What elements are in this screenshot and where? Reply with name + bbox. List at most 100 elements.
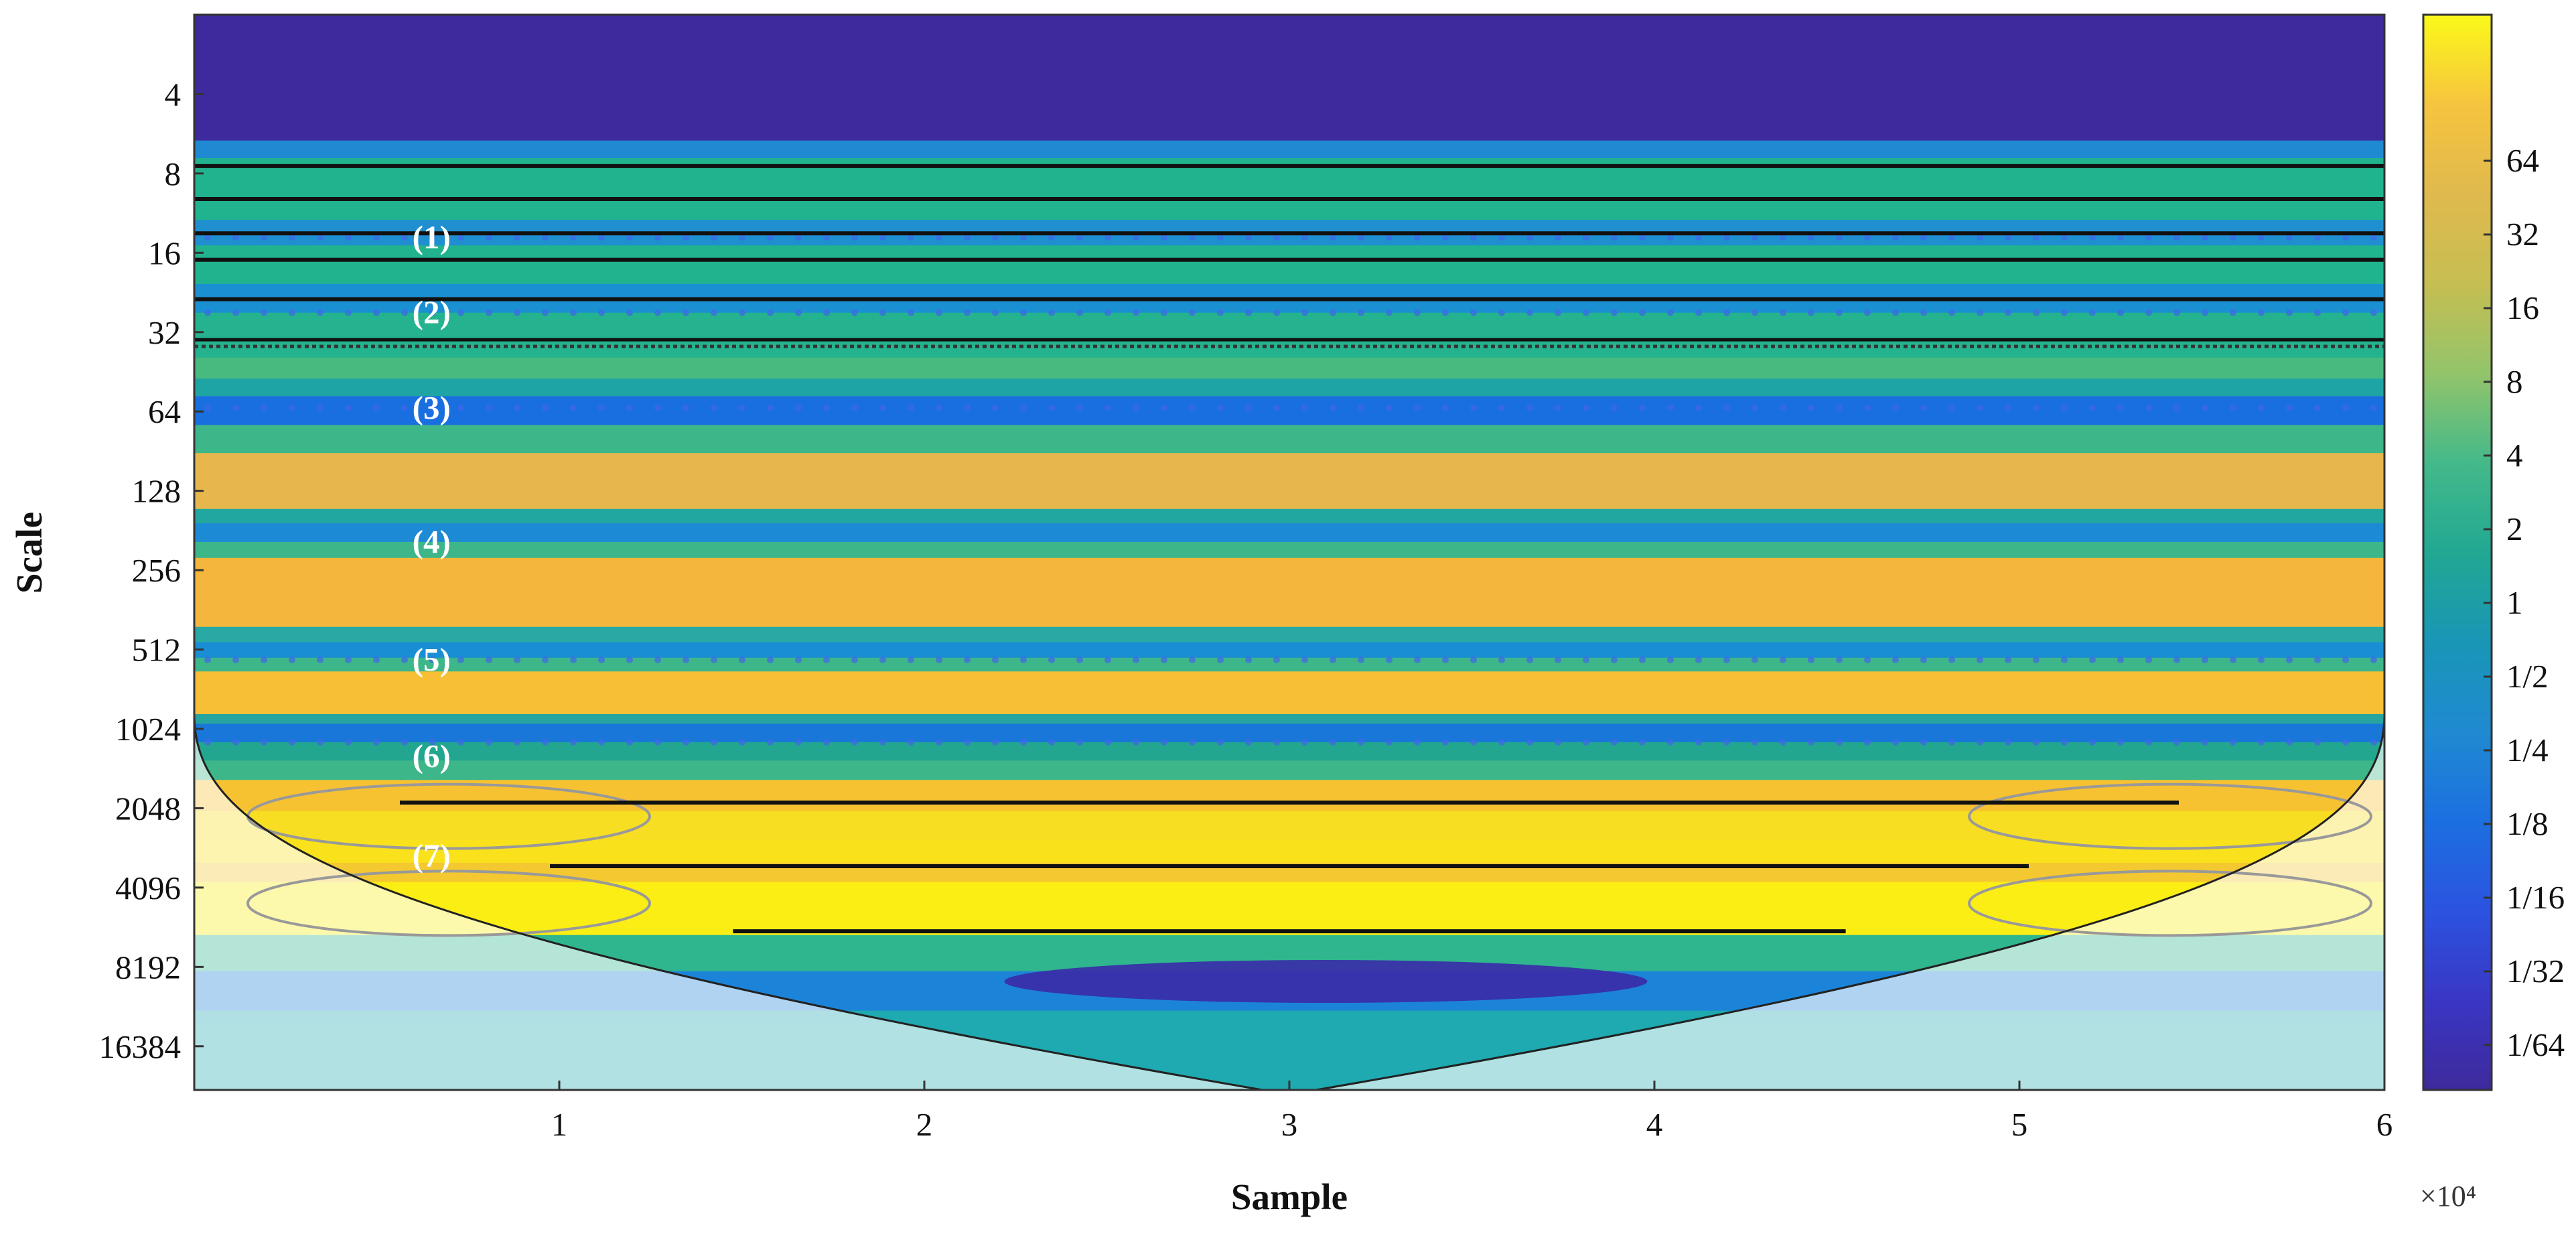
ridge-dot [1583, 738, 1589, 746]
ridge-dot [936, 656, 942, 663]
band-10 [194, 425, 2384, 454]
ridge-dot [823, 234, 830, 241]
ridge-dot [1104, 656, 1111, 663]
ridge-dot [2370, 234, 2377, 241]
ridge-dot [2061, 404, 2068, 411]
ridge-dot [908, 234, 914, 241]
ridge-dot [1920, 404, 1927, 411]
ridge-dot [1442, 404, 1449, 411]
ridge-dot [542, 738, 549, 746]
ridge-dot [1442, 234, 1449, 241]
ridge-dot [908, 309, 914, 316]
low-energy-blob [1004, 960, 1648, 1004]
ridge-dot [1330, 656, 1336, 663]
ridge-dot [486, 738, 492, 746]
ridge-dot [1301, 738, 1308, 746]
ridge-dot [457, 656, 464, 663]
x-tick-label: 5 [2011, 1106, 2028, 1143]
ridge-dot [1583, 656, 1589, 663]
ridge-dot [1808, 234, 1814, 241]
y-tick-label: 512 [132, 632, 182, 669]
colorbar-tick-label: 32 [2506, 216, 2539, 253]
ridge-dot [289, 309, 295, 316]
ridge-dot [1358, 234, 1364, 241]
ridge-dot [1948, 738, 1955, 746]
y-tick-label: 16384 [99, 1028, 182, 1065]
ridge-dot [1330, 309, 1336, 316]
ridge-dot [2033, 309, 2040, 316]
ridge-dot [1864, 309, 1871, 316]
cone-of-influence-outline [194, 15, 2384, 1090]
ridge-dot [1498, 309, 1505, 316]
ridge-dot [2173, 309, 2180, 316]
ridge-dot [1977, 404, 1983, 411]
annotation-4: (4) [413, 523, 451, 560]
ridge-dot [1864, 404, 1871, 411]
y-axis-title: Scale [9, 512, 50, 594]
ridge-dot [2286, 656, 2293, 663]
x-axis-multiplier: ×10⁴ [2420, 1180, 2476, 1213]
ridge-dot [654, 656, 661, 663]
colorbar-tick-label: 1 [2506, 584, 2523, 621]
ridge-dot [457, 738, 464, 746]
ridge-dot [908, 738, 914, 746]
ridge-dot [1808, 309, 1814, 316]
ridge-dot [1583, 404, 1589, 411]
ridge-dot [1273, 404, 1280, 411]
y-tick-label: 4096 [115, 870, 181, 906]
ridge-dot [1076, 234, 1083, 241]
ridge-dot [1133, 404, 1139, 411]
y-tick-label: 4 [165, 76, 182, 113]
ridge-dot [1414, 656, 1421, 663]
ridge-dot [1358, 404, 1364, 411]
ridge-dot [457, 309, 464, 316]
ridge-dot [317, 656, 324, 663]
ridge-dot [1273, 234, 1280, 241]
band-9 [194, 396, 2384, 426]
ridge-dot [851, 738, 858, 746]
ridge-dot [992, 234, 999, 241]
ridge-dot [739, 309, 745, 316]
ridge-dot [1076, 309, 1083, 316]
ridge-dot [1161, 234, 1167, 241]
ridge-dot [2061, 656, 2068, 663]
x-tick-label: 1 [551, 1106, 568, 1143]
ridge-dot [373, 738, 380, 746]
ridge-dot [683, 404, 689, 411]
colorbar: 64 32 16 8 4 2 1 1/2 1/4 1/8 1/16 1/32 1/64 [2422, 13, 2565, 1091]
ridge-dot [795, 404, 802, 411]
ridge-dot [879, 309, 886, 316]
ridge-dot [851, 656, 858, 663]
ridge-dot [429, 309, 436, 316]
band-11 [194, 453, 2384, 510]
band-0 [194, 15, 2384, 141]
ridge-dot [1667, 234, 1674, 241]
ridge-dot [1161, 309, 1167, 316]
ridge-dot [851, 234, 858, 241]
ridge-dot [598, 234, 605, 241]
ridge-dot [1076, 738, 1083, 746]
ridge-dot [1133, 656, 1139, 663]
x-tick-label: 4 [1646, 1106, 1663, 1143]
ridge-dot [1695, 738, 1702, 746]
ridge-dot [1892, 234, 1899, 241]
colorbar-tick-label: 1/64 [2506, 1026, 2565, 1063]
ridge-dot [1470, 234, 1477, 241]
ridge-dot [1639, 234, 1646, 241]
ridge-dot [598, 404, 605, 411]
annotation-2: (2) [413, 294, 451, 331]
ridge-dot [711, 404, 717, 411]
x-axis-title: Sample [1231, 1176, 1348, 1217]
ridge-dot [1414, 738, 1421, 746]
ridge-dot [373, 234, 380, 241]
ridge-dot [2089, 656, 2096, 663]
ridge-dot [1498, 404, 1505, 411]
ridge-dot [1751, 656, 1758, 663]
ridge-dot [1245, 234, 1252, 241]
ridge-dot [1780, 309, 1786, 316]
ridge-dot [1330, 234, 1336, 241]
ridge-dot [767, 309, 774, 316]
band-28 [194, 882, 2384, 936]
ridge-dot [795, 309, 802, 316]
